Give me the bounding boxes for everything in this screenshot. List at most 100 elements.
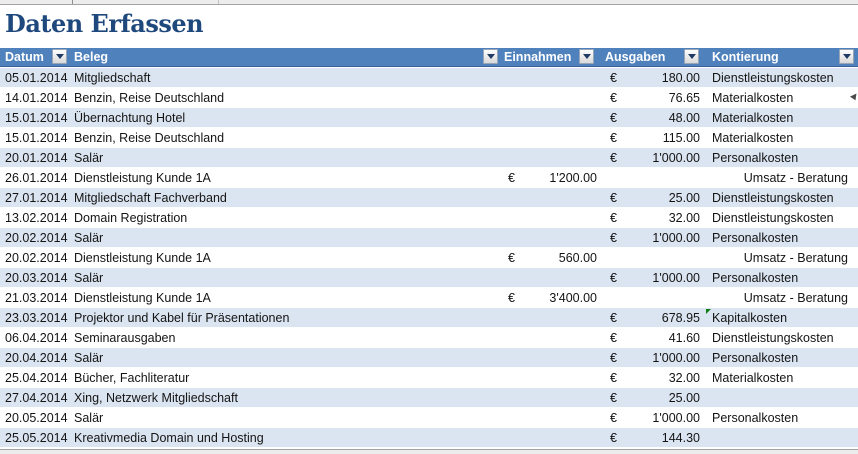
cell-einnahmen[interactable] (500, 388, 601, 408)
cell-beleg[interactable]: Bücher, Fachliteratur (74, 371, 190, 385)
cell-datum[interactable]: 21.03.2014 (5, 291, 68, 305)
cell-datum[interactable]: 20.03.2014 (5, 271, 68, 285)
cell-einnahmen[interactable] (500, 228, 601, 248)
cell-beleg[interactable]: Übernachtung Hotel (74, 111, 186, 125)
cell-einnahmen[interactable] (500, 368, 601, 388)
cell-kontierung[interactable]: Personalkosten (712, 411, 799, 425)
table-row[interactable]: 23.03.2014 Projektor und Kabel für Präsen… (0, 308, 858, 328)
cell-kontierung[interactable]: Umsatz - Beratung (743, 291, 848, 305)
table-row[interactable]: 14.01.2014 Benzin, Reise Deutschland €76.6… (0, 88, 858, 108)
cell-kontierung[interactable]: Kapitalkosten (712, 311, 788, 325)
cell-einnahmen[interactable] (500, 428, 601, 448)
cell-einnahmen[interactable] (500, 308, 601, 328)
table-row[interactable]: 13.02.2014 Domain Registration €32.00 Diens… (0, 208, 858, 228)
cell-datum[interactable]: 25.04.2014 (5, 371, 68, 385)
table-row[interactable]: 20.02.2014 Dienstleistung Kunde 1A €560.00… (0, 248, 858, 268)
cell-beleg[interactable]: Mitgliedschaft Fachverband (74, 191, 227, 205)
cell-beleg[interactable]: Mitgliedschaft (74, 71, 151, 85)
cell-beleg[interactable]: Projektor und Kabel für Präsentationen (74, 311, 290, 325)
cell-datum[interactable]: 26.01.2014 (5, 171, 68, 185)
cell-beleg[interactable]: Dienstleistung Kunde 1A (74, 291, 211, 305)
table-row[interactable]: 27.04.2014 Xing, Netzwerk Mitgliedschaft €… (0, 388, 858, 408)
cell-ausgaben[interactable]: €180.00 (601, 68, 705, 88)
cell-ausgaben[interactable] (601, 168, 705, 188)
cell-kontierung[interactable]: Personalkosten (712, 151, 799, 165)
cell-datum[interactable]: 20.02.2014 (5, 251, 68, 265)
cell-kontierung[interactable]: Materialkosten (712, 111, 794, 125)
table-row[interactable]: 25.05.2014 Kreativmedia Domain und Hostin… (0, 428, 858, 448)
cell-kontierung[interactable]: Materialkosten (712, 131, 794, 145)
cell-beleg[interactable]: Benzin, Reise Deutschland (74, 131, 225, 145)
cell-kontierung[interactable]: Materialkosten (712, 371, 794, 385)
filter-dropdown-einnahmen[interactable] (579, 49, 594, 64)
table-row[interactable]: 15.01.2014 Benzin, Reise Deutschland €115.… (0, 128, 858, 148)
cell-datum[interactable]: 20.01.2014 (5, 151, 68, 165)
cell-einnahmen[interactable] (500, 128, 601, 148)
cell-beleg[interactable]: Benzin, Reise Deutschland (74, 91, 225, 105)
cell-kontierung[interactable]: Personalkosten (712, 271, 799, 285)
cell-beleg[interactable]: Dienstleistung Kunde 1A (74, 171, 211, 185)
cell-datum[interactable]: 20.02.2014 (5, 231, 68, 245)
table-row[interactable]: 20.03.2014 Salär €1'000.00 Personalkosten (0, 268, 858, 288)
table-row[interactable]: 21.03.2014 Dienstleistung Kunde 1A €3'400.… (0, 288, 858, 308)
cell-ausgaben[interactable]: €1'000.00 (601, 268, 705, 288)
table-row[interactable]: 20.05.2014 Salär €1'000.00 Personalkosten (0, 408, 858, 428)
cell-beleg[interactable]: Salär (74, 411, 104, 425)
table-row[interactable]: 15.01.2014 Übernachtung Hotel €48.00 Materi… (0, 108, 858, 128)
cell-ausgaben[interactable]: €41.60 (601, 328, 705, 348)
cell-beleg[interactable]: Xing, Netzwerk Mitgliedschaft (74, 391, 238, 405)
cell-ausgaben[interactable] (601, 288, 705, 308)
cell-beleg[interactable]: Salär (74, 271, 104, 285)
cell-ausgaben[interactable]: €76.65 (601, 88, 705, 108)
cell-einnahmen[interactable] (500, 88, 601, 108)
cell-einnahmen[interactable] (500, 208, 601, 228)
cell-kontierung[interactable]: Umsatz - Beratung (743, 171, 848, 185)
cell-einnahmen[interactable] (500, 188, 601, 208)
cell-einnahmen[interactable] (500, 268, 601, 288)
header-cell-beleg[interactable]: Beleg (69, 48, 108, 66)
cell-kontierung[interactable]: Dienstleistungskosten (712, 191, 834, 205)
cell-datum[interactable]: 15.01.2014 (5, 111, 68, 125)
cell-kontierung[interactable]: Dienstleistungskosten (712, 211, 834, 225)
table-row[interactable]: 20.04.2014 Salär €1'000.00 Personalkosten (0, 348, 858, 368)
table-row[interactable]: 25.04.2014 Bücher, Fachliteratur €32.00 Mat… (0, 368, 858, 388)
cell-datum[interactable]: 15.01.2014 (5, 131, 68, 145)
cell-einnahmen[interactable] (500, 108, 601, 128)
filter-dropdown-datum[interactable] (52, 49, 67, 64)
table-row[interactable]: 27.01.2014 Mitgliedschaft Fachverband €25.… (0, 188, 858, 208)
filter-dropdown-beleg[interactable] (483, 49, 498, 64)
cell-kontierung[interactable] (705, 388, 858, 408)
cell-ausgaben[interactable] (601, 248, 705, 268)
cell-beleg[interactable]: Salär (74, 351, 104, 365)
cell-kontierung[interactable] (705, 428, 858, 448)
cell-beleg[interactable]: Salär (74, 151, 104, 165)
cell-kontierung[interactable]: Umsatz - Beratung (743, 251, 848, 265)
cell-ausgaben[interactable]: €1'000.00 (601, 228, 705, 248)
cell-ausgaben[interactable]: €32.00 (601, 368, 705, 388)
cell-beleg[interactable]: Kreativmedia Domain und Hosting (74, 431, 264, 445)
cell-ausgaben[interactable]: €115.00 (601, 128, 705, 148)
cell-datum[interactable]: 13.02.2014 (5, 211, 68, 225)
cell-einnahmen[interactable] (500, 68, 601, 88)
cell-einnahmen[interactable] (500, 328, 601, 348)
cell-kontierung[interactable]: Personalkosten (712, 231, 799, 245)
table-row[interactable]: 20.02.2014 Salär €1'000.00 Personalkosten (0, 228, 858, 248)
cell-kontierung[interactable]: Personalkosten (712, 351, 799, 365)
cell-beleg[interactable]: Salär (74, 231, 104, 245)
table-row[interactable]: 06.04.2014 Seminarausgaben €41.60 Dienstlei… (0, 328, 858, 348)
cell-ausgaben[interactable]: €25.00 (601, 188, 705, 208)
cell-ausgaben[interactable]: €48.00 (601, 108, 705, 128)
cell-kontierung[interactable]: Materialkosten (712, 91, 794, 105)
cell-einnahmen[interactable] (500, 148, 601, 168)
filter-dropdown-ausgaben[interactable] (684, 49, 699, 64)
header-cell-ausgaben[interactable]: Ausgaben (601, 48, 665, 66)
cell-kontierung[interactable]: Dienstleistungskosten (712, 71, 834, 85)
cell-datum[interactable]: 23.03.2014 (5, 311, 68, 325)
filter-dropdown-kontierung[interactable] (839, 49, 854, 64)
cell-einnahmen[interactable]: €3'400.00 (500, 288, 601, 308)
cell-einnahmen[interactable] (500, 348, 601, 368)
cell-ausgaben[interactable]: €32.00 (601, 208, 705, 228)
cell-datum[interactable]: 20.04.2014 (5, 351, 68, 365)
header-cell-einnahmen[interactable]: Einnahmen (500, 48, 571, 66)
cell-kontierung[interactable]: Dienstleistungskosten (712, 331, 834, 345)
